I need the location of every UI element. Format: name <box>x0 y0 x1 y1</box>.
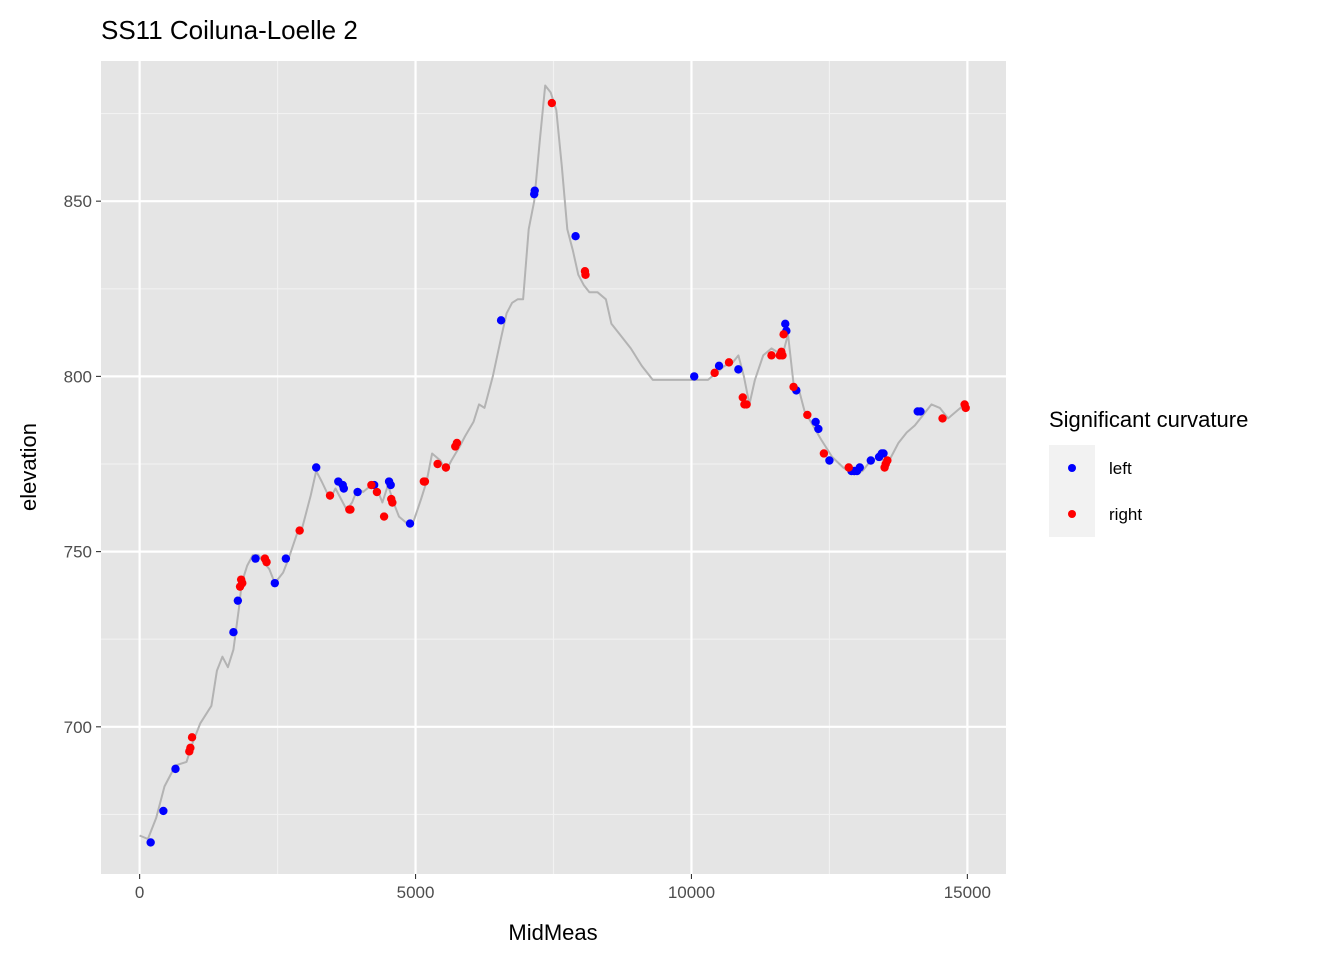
point-right <box>789 382 798 392</box>
point-right <box>238 578 247 588</box>
y-tick-label: 850 <box>64 192 92 211</box>
y-tick-label: 700 <box>64 718 92 737</box>
point-left <box>171 764 180 774</box>
point-left <box>855 463 864 472</box>
point-right <box>325 491 335 500</box>
legend-swatch-right <box>1068 510 1076 518</box>
point-left <box>781 319 790 329</box>
x-tick-label: 10000 <box>668 883 715 902</box>
point-right <box>346 505 355 514</box>
x-tick-label: 5000 <box>397 883 435 902</box>
point-right <box>372 487 382 497</box>
point-left <box>811 417 820 427</box>
point-right <box>547 98 557 108</box>
y-axis-title: elevation <box>16 423 41 511</box>
point-right <box>295 526 304 535</box>
point-right <box>738 393 747 402</box>
legend-swatch-left <box>1068 464 1076 472</box>
point-right <box>187 733 197 742</box>
point-right <box>742 400 751 409</box>
point-right <box>819 449 829 458</box>
point-left <box>353 487 362 497</box>
point-left <box>251 554 260 563</box>
point-left <box>233 596 243 605</box>
point-left <box>879 449 888 458</box>
point-right <box>388 498 397 507</box>
legend-label-right: right <box>1109 505 1142 524</box>
point-left <box>146 838 155 847</box>
point-right <box>803 410 812 420</box>
point-right <box>452 438 462 448</box>
point-left <box>814 424 823 434</box>
point-left <box>496 316 506 325</box>
legend-title: Significant curvature <box>1049 407 1248 432</box>
point-right <box>883 456 892 465</box>
point-left <box>270 578 280 588</box>
point-left <box>734 365 743 374</box>
chart-title: SS11 Coiluna-Loelle 2 <box>101 15 358 45</box>
point-right <box>724 358 734 367</box>
x-axis: 0 5000 10000 15000 <box>135 874 991 902</box>
profile-line-group <box>139 84 966 840</box>
point-right <box>844 463 853 472</box>
point-right <box>441 463 451 472</box>
point-left <box>159 806 168 816</box>
x-tick-label: 0 <box>135 883 144 902</box>
y-tick-label: 750 <box>64 543 92 562</box>
point-right <box>710 368 719 378</box>
x-axis-title: MidMeas <box>508 920 597 945</box>
elevation-profile-line <box>139 84 966 840</box>
x-tick-label: 15000 <box>944 883 991 902</box>
point-left <box>405 519 415 528</box>
y-tick-label: 800 <box>64 367 92 386</box>
point-left <box>714 361 724 371</box>
legend: Significant curvature left right <box>1049 407 1248 537</box>
point-right <box>420 477 430 486</box>
point-left <box>825 456 834 465</box>
point-left <box>690 372 699 381</box>
point-right <box>367 480 376 490</box>
point-left <box>312 463 321 472</box>
point-left <box>339 484 349 493</box>
point-left <box>281 554 291 563</box>
point-right <box>379 512 389 521</box>
point-right <box>262 557 271 567</box>
point-right <box>778 351 787 360</box>
point-left <box>571 232 580 241</box>
point-right <box>433 459 442 469</box>
data-points <box>146 98 970 847</box>
legend-label-left: left <box>1109 459 1132 478</box>
point-right <box>938 414 947 423</box>
point-left <box>386 480 395 490</box>
point-right <box>581 270 590 279</box>
grid-major <box>101 61 1006 874</box>
point-right <box>186 743 195 753</box>
point-right <box>767 351 776 360</box>
point-right <box>961 403 970 413</box>
point-left <box>229 628 238 637</box>
point-left <box>916 407 925 416</box>
point-left <box>530 186 539 195</box>
point-left <box>866 456 876 465</box>
grid-minor <box>101 61 1006 874</box>
y-axis: 700 750 800 850 <box>64 192 101 737</box>
point-right <box>779 330 788 339</box>
